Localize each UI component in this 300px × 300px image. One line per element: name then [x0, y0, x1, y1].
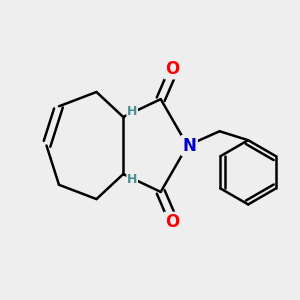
Text: O: O — [165, 213, 179, 231]
Text: H: H — [127, 105, 137, 118]
Text: N: N — [182, 136, 196, 154]
Text: H: H — [127, 173, 137, 186]
Text: O: O — [165, 60, 179, 78]
